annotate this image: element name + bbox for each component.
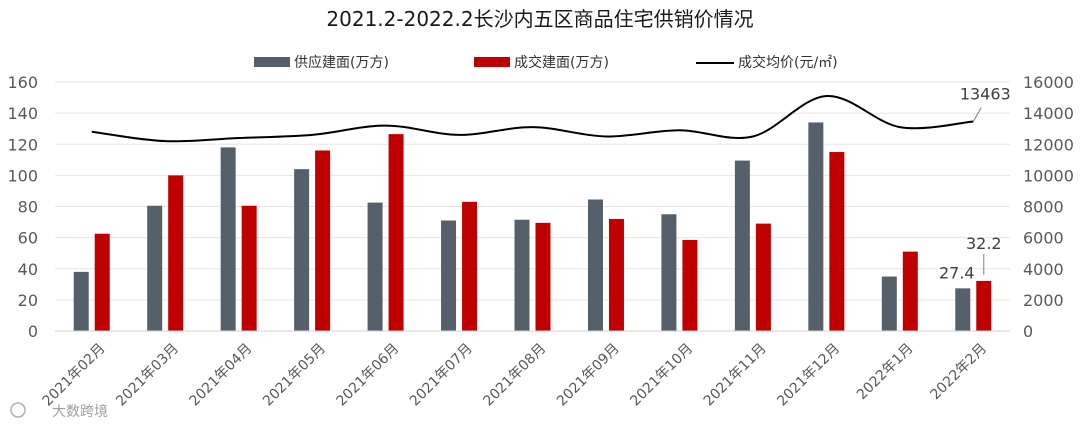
watermark: 大数跨境 (10, 402, 108, 420)
bar-supply (661, 214, 677, 331)
y-left-tick-label: 20 (18, 291, 38, 310)
x-tick-label: 2021年12月 (774, 341, 843, 410)
x-axis-labels: 2021年02月 2021年03月 2021年04月 2021年05月 2021年06月… (40, 341, 990, 410)
bar-supply (734, 160, 750, 331)
y-left-tick-label: 120 (7, 135, 38, 154)
legend-swatch-supply (254, 57, 290, 67)
bar-supply (441, 220, 457, 331)
y-right-tick-label: 0 (1023, 322, 1033, 341)
legend-label-price: 成交均价(元/㎡) (738, 54, 838, 71)
legend-swatch-sales (474, 57, 510, 67)
bar-sales (902, 251, 918, 331)
legend: 供应建面(万方) 成交建面(万方) 成交均价(元/㎡) (254, 54, 838, 71)
bar-sales (168, 175, 184, 331)
annotation-supply-last: 27.4 (939, 263, 975, 282)
y-left-tick-label: 140 (7, 104, 38, 123)
bar-sales (535, 222, 551, 331)
y-right-tick-label: 6000 (1023, 229, 1064, 248)
bar-sales (315, 150, 331, 331)
x-tick-label: 2021年08月 (480, 341, 549, 410)
bar-sales (976, 280, 992, 331)
bar-sales (682, 239, 698, 331)
y-axis-left: 0 20 40 60 80 100 120 140 160 (7, 73, 38, 341)
annotation-leader-price (972, 107, 982, 122)
x-tick-label: 2022年2月 (927, 341, 990, 404)
y-right-tick-label: 16000 (1023, 73, 1074, 92)
bar-sales (829, 152, 845, 331)
bar-supply (587, 199, 603, 331)
bar-supply (808, 122, 824, 332)
y-right-tick-label: 10000 (1023, 166, 1074, 185)
x-tick-label: 2021年07月 (407, 341, 476, 410)
y-axis-right: 0 2000 4000 6000 8000 10000 12000 14000 16000 (1023, 73, 1074, 341)
x-tick-label: 2021年09月 (554, 341, 623, 410)
annotation-sales-last: 32.2 (966, 234, 1002, 253)
x-tick-label: 2021年06月 (333, 341, 402, 410)
y-left-tick-label: 100 (7, 166, 38, 185)
chart-title: 2021.2-2022.2长沙内五区商品住宅供销价情况 (326, 7, 753, 31)
x-tick-label: 2021年04月 (187, 341, 256, 410)
x-tick-label: 2021年05月 (260, 341, 329, 410)
y-left-tick-label: 0 (28, 322, 38, 341)
x-tick-label: 2021年02月 (40, 341, 109, 410)
gridlines (55, 81, 1010, 301)
x-tick-label: 2021年10月 (627, 341, 696, 410)
y-right-tick-label: 8000 (1023, 198, 1064, 217)
y-right-tick-label: 12000 (1023, 135, 1074, 154)
bar-supply (881, 276, 897, 331)
bar-sales (608, 218, 624, 331)
weibo-icon (10, 402, 26, 418)
bar-sales (755, 223, 771, 331)
x-tick-label: 2021年11月 (701, 341, 770, 410)
y-left-tick-label: 40 (18, 260, 38, 279)
bar-sales (388, 134, 404, 331)
bar-supply (220, 147, 236, 331)
bar-sales (462, 201, 478, 331)
bar-supply (73, 271, 89, 331)
bar-supply (147, 205, 163, 331)
y-right-tick-label: 2000 (1023, 291, 1064, 310)
y-right-tick-label: 14000 (1023, 104, 1074, 123)
legend-label-supply: 供应建面(万方) (294, 54, 389, 71)
bar-sales (241, 205, 257, 331)
legend-label-sales: 成交建面(万方) (514, 54, 609, 71)
watermark-text: 大数跨境 (52, 404, 108, 420)
y-left-tick-label: 160 (7, 73, 38, 92)
x-tick-label: 2021年03月 (113, 341, 182, 410)
y-left-tick-label: 60 (18, 229, 38, 248)
bar-supply (294, 169, 310, 331)
bar-sales (94, 233, 110, 331)
bar-supply (955, 288, 971, 331)
bars (73, 122, 992, 332)
y-right-tick-label: 4000 (1023, 260, 1064, 279)
price-line (91, 95, 974, 143)
bar-supply (514, 219, 530, 331)
annotation-price-last: 13463 (960, 84, 1011, 103)
bar-supply (367, 202, 383, 331)
x-tick-label: 2022年1月 (854, 341, 917, 404)
y-left-tick-label: 80 (18, 198, 38, 217)
